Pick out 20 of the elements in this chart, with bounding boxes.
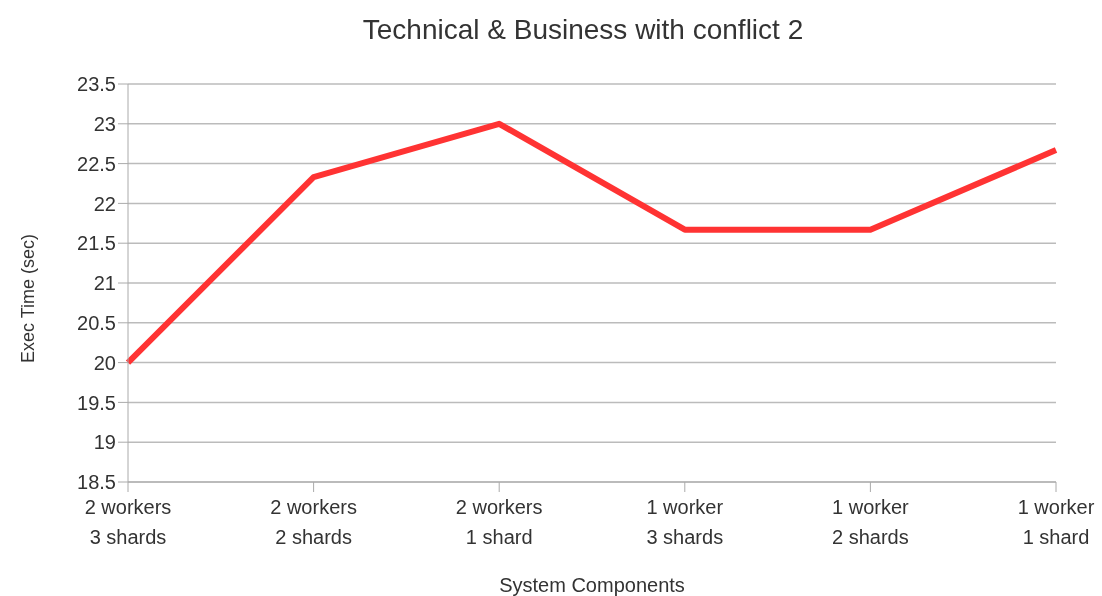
y-tick-label: 21	[93, 272, 116, 295]
y-tick-label: 20	[93, 351, 116, 374]
x-tick-label: 2 workers 3 shards	[84, 496, 172, 548]
chart-title: Technical & Business with conflict 2	[361, 13, 805, 47]
y-tick-label: 21.5	[77, 232, 116, 255]
y-tick-label: 19	[93, 431, 116, 454]
y-tick-label: 23	[93, 112, 116, 135]
y-axis-title: Exec Time (sec)	[18, 233, 39, 363]
y-tick-label: 19.5	[77, 391, 116, 414]
x-tick-label: 1 worker 3 shards	[646, 496, 724, 548]
y-tick-label: 22.5	[77, 152, 116, 175]
x-tick-label: 1 worker 2 shards	[832, 496, 910, 548]
y-tick-label: 23.5	[77, 73, 116, 96]
x-tick-label: 2 workers 2 shards	[270, 496, 357, 548]
x-axis-title: System Components	[499, 574, 685, 596]
x-tick-label: 1 worker 1 shard	[1017, 496, 1095, 548]
y-tick-label: 20.5	[77, 311, 116, 334]
y-tick-label: 18.5	[77, 471, 116, 494]
y-tick-label: 22	[93, 192, 116, 215]
x-tick-label: 2 workers 1 shard	[455, 496, 543, 548]
